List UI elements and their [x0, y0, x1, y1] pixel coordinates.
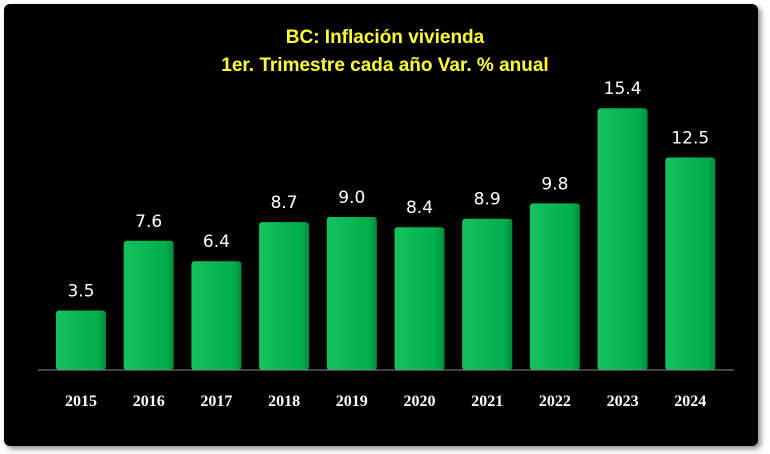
x-tick-label-2021: 2021	[471, 393, 503, 410]
data-label-2022: 9.8	[541, 174, 568, 194]
bar-2017	[191, 261, 242, 370]
data-label-2018: 8.7	[271, 193, 298, 213]
value-labels: 3.5 7.6 6.4 8.7 9.0 8.4 8.9 9.8 15.4 12.5	[67, 79, 709, 301]
category-labels: 2015 2016 2017 2018 2019 2020 2021 2022 2023 2024	[65, 393, 706, 410]
bar-2020	[394, 227, 445, 370]
x-tick-label-2015: 2015	[65, 393, 97, 410]
bar-2022	[529, 203, 580, 370]
bar-2021	[462, 218, 513, 370]
data-label-2017: 6.4	[203, 232, 230, 252]
bar-2015	[56, 310, 106, 370]
x-tick-label-2023: 2023	[607, 393, 639, 410]
bar-chart: BC: Inflación vivienda 1er. Trimestre ca…	[38, 27, 734, 410]
bar-2019	[326, 217, 377, 370]
data-label-2016: 7.6	[135, 212, 162, 232]
bar-series	[56, 108, 716, 370]
x-tick-label-2017: 2017	[200, 393, 232, 410]
data-label-2015: 3.5	[67, 282, 94, 302]
chart-title: BC: Inflación vivienda	[286, 27, 485, 48]
bar-2023	[597, 108, 648, 370]
x-tick-label-2020: 2020	[404, 393, 436, 410]
data-label-2023: 15.4	[604, 79, 642, 99]
data-label-2024: 12.5	[671, 129, 709, 149]
data-label-2020: 8.4	[406, 198, 433, 218]
data-label-2019: 9.0	[338, 188, 365, 208]
bar-2018	[259, 222, 310, 370]
x-tick-label-2018: 2018	[268, 393, 300, 410]
x-tick-label-2016: 2016	[133, 393, 165, 410]
x-tick-label-2019: 2019	[336, 393, 368, 410]
bar-2024	[665, 157, 716, 370]
chart-subtitle: 1er. Trimestre cada año Var. % anual	[221, 55, 548, 76]
data-label-2021: 8.9	[474, 190, 501, 210]
chart-frame: BC: Inflación vivienda 1er. Trimestre ca…	[4, 4, 758, 446]
x-tick-label-2024: 2024	[674, 393, 706, 410]
x-tick-label-2022: 2022	[539, 393, 571, 410]
bar-2016	[123, 240, 174, 370]
